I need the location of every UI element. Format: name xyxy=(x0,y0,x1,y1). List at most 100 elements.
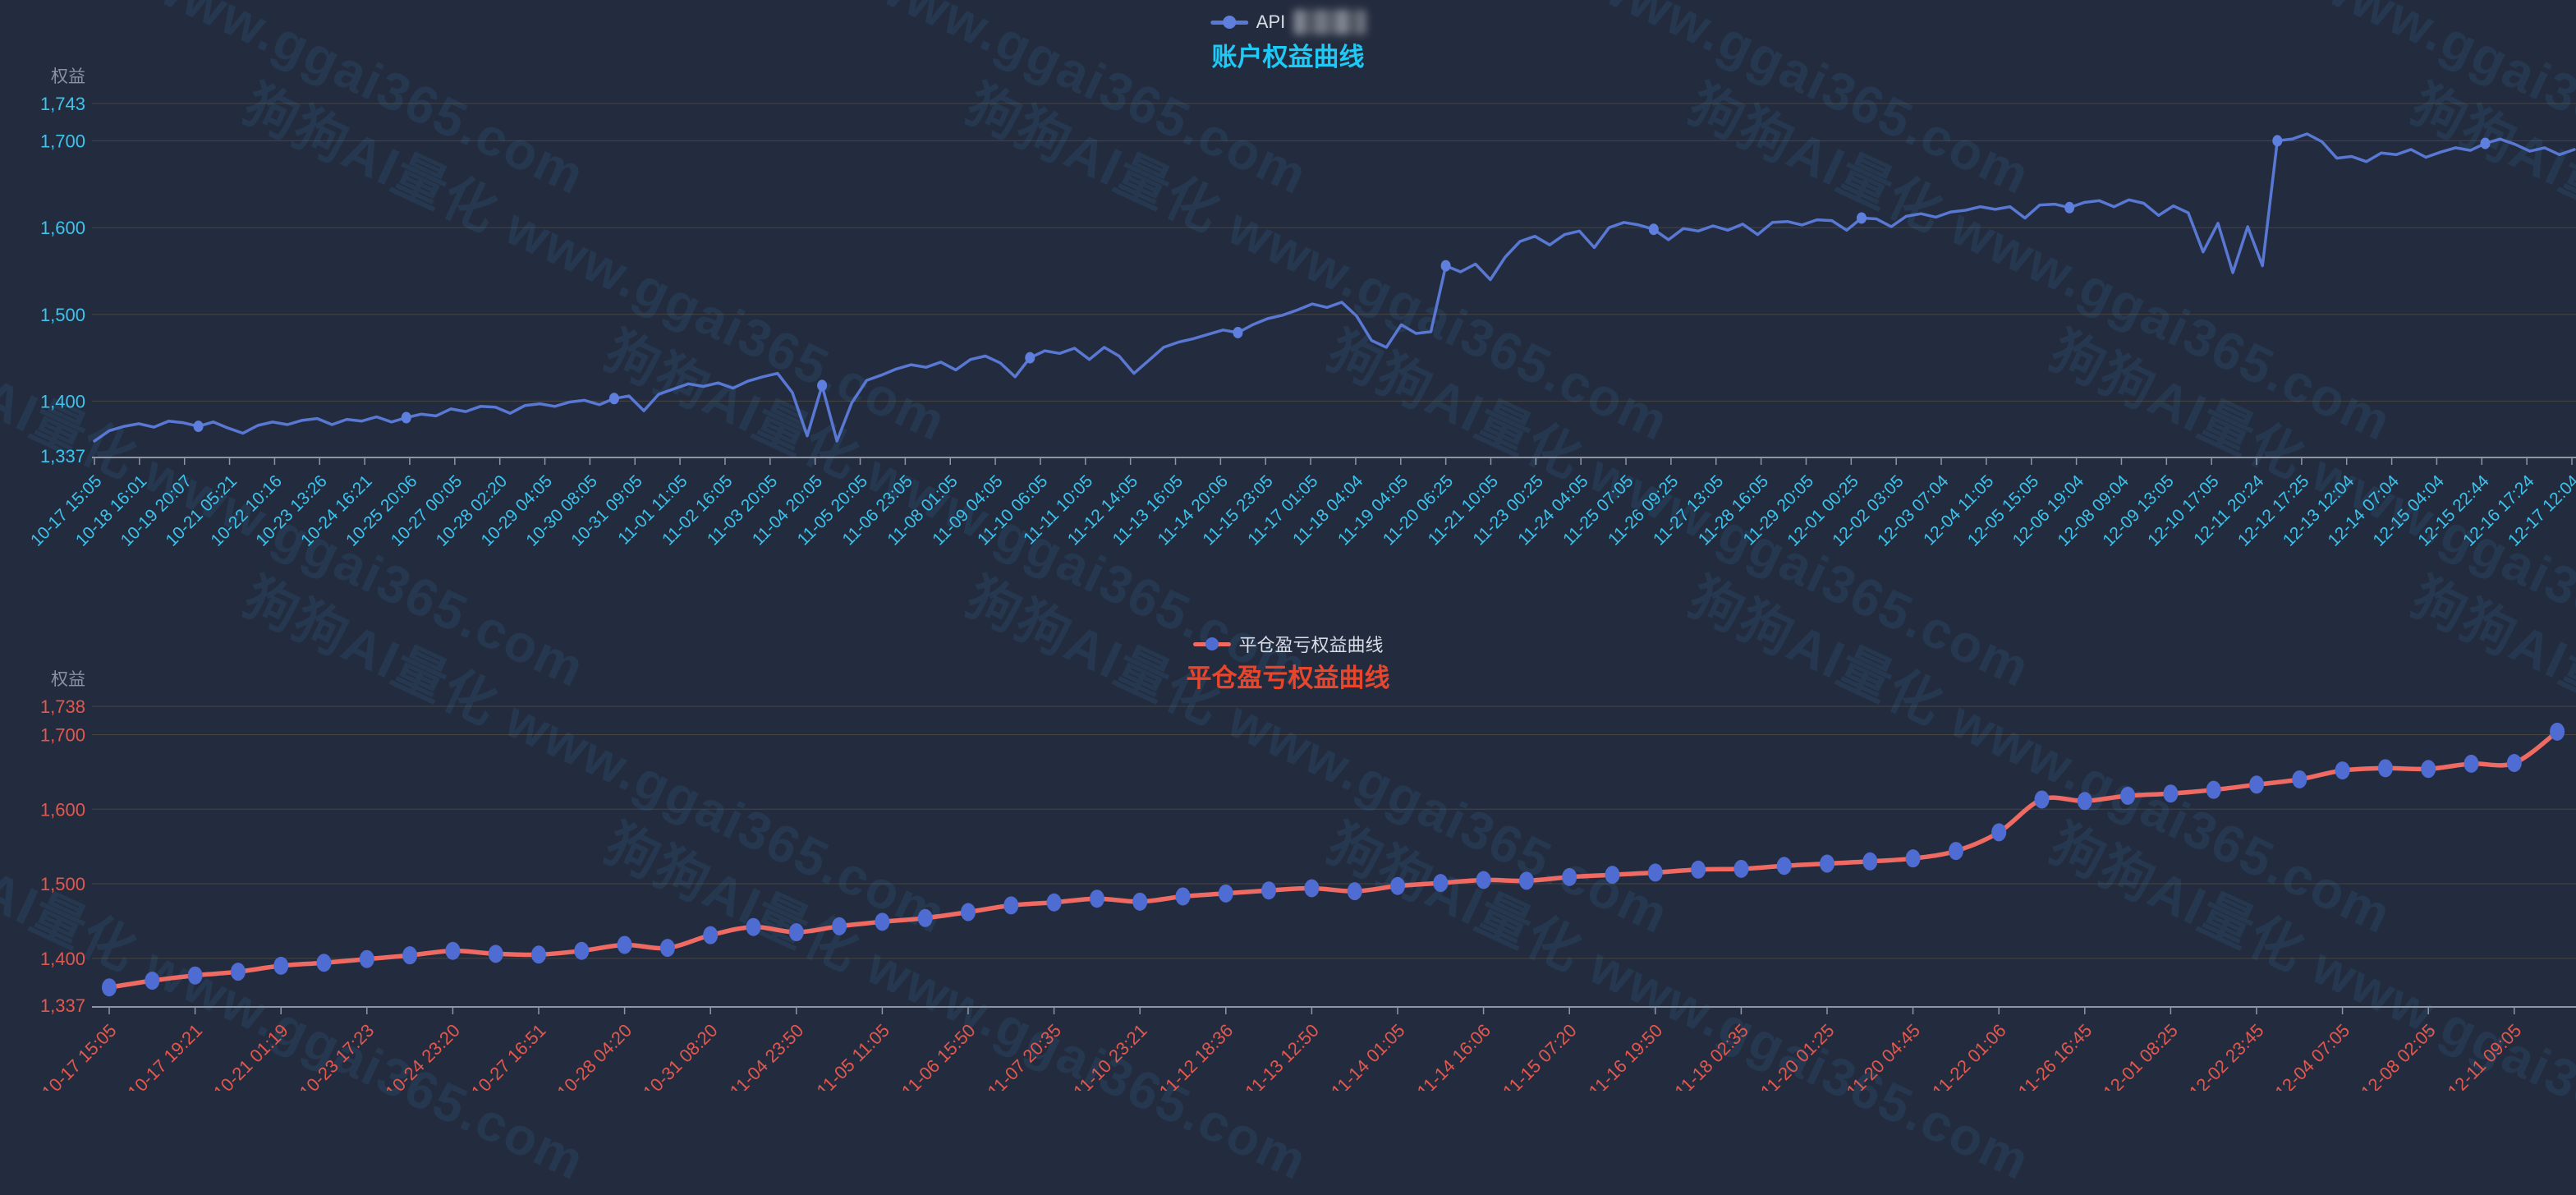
equity-charts-canvas[interactable]: 1,743 1,700 1,600 1,500 1,400 1,337 权益 10-17 15… xyxy=(0,0,2576,1091)
y-tick-label: 1,600 xyxy=(40,799,85,820)
data-point-marker[interactable] xyxy=(1518,871,1534,890)
x-tick-label: 11-14 01:05 xyxy=(1327,1020,1409,1091)
data-point-marker[interactable] xyxy=(2480,137,2491,149)
data-point-marker[interactable] xyxy=(488,945,503,963)
data-point-marker[interactable] xyxy=(102,978,117,997)
series-line xyxy=(93,132,2576,443)
data-point-marker[interactable] xyxy=(1856,212,1867,224)
closed-pnl-title: 平仓盈亏权益曲线 xyxy=(1186,664,1390,692)
data-point-marker[interactable] xyxy=(1003,896,1019,915)
x-tick-label: 11-18 02:35 xyxy=(1670,1020,1752,1091)
data-point-marker[interactable] xyxy=(2421,760,2436,779)
data-point-marker[interactable] xyxy=(608,393,619,405)
x-tick-label: 11-14 16:06 xyxy=(1413,1020,1495,1091)
data-point-marker[interactable] xyxy=(1605,866,1620,885)
x-tick-label: 11-04 23:50 xyxy=(726,1020,808,1091)
x-tick-label: 11-20 04:45 xyxy=(1843,1020,1925,1091)
data-point-marker[interactable] xyxy=(2120,786,2136,805)
legend-dot-icon xyxy=(1205,637,1219,650)
data-point-marker[interactable] xyxy=(1991,823,2007,842)
data-point-marker[interactable] xyxy=(445,941,461,960)
data-point-marker[interactable] xyxy=(875,912,890,931)
data-point-marker[interactable] xyxy=(574,941,590,960)
x-tick-label: 10-27 16:51 xyxy=(467,1020,550,1091)
data-point-marker[interactable] xyxy=(788,923,804,942)
data-point-marker[interactable] xyxy=(1089,889,1104,908)
data-point-marker[interactable] xyxy=(230,963,246,981)
data-point-marker[interactable] xyxy=(2064,201,2075,214)
data-point-marker[interactable] xyxy=(1647,863,1663,882)
data-point-marker[interactable] xyxy=(145,972,160,990)
data-point-marker[interactable] xyxy=(316,954,332,972)
data-point-marker[interactable] xyxy=(2506,753,2522,772)
x-tick-label: 11-13 12:50 xyxy=(1241,1020,1323,1091)
data-point-marker[interactable] xyxy=(1776,857,1792,876)
data-point-marker[interactable] xyxy=(2550,722,2565,741)
y-tick-label: 1,743 xyxy=(40,94,85,114)
x-tick-label: 10-17 19:21 xyxy=(123,1020,206,1091)
data-point-marker[interactable] xyxy=(401,411,411,424)
data-point-marker[interactable] xyxy=(193,421,204,433)
data-point-marker[interactable] xyxy=(187,966,203,985)
x-tick-label: 11-15 07:20 xyxy=(1499,1020,1581,1091)
data-point-marker[interactable] xyxy=(1691,860,1706,879)
data-point-marker[interactable] xyxy=(659,939,675,958)
account-equity-title: 账户权益曲线 xyxy=(1211,43,1365,71)
data-point-marker[interactable] xyxy=(1390,876,1405,895)
x-tick-label: 10-17 15:05 xyxy=(38,1020,121,1091)
data-point-marker[interactable] xyxy=(917,908,933,927)
legend-account-equity[interactable]: API xyxy=(1210,10,1366,34)
data-point-marker[interactable] xyxy=(2464,754,2479,773)
data-point-marker[interactable] xyxy=(1433,874,1449,893)
data-point-marker[interactable] xyxy=(1440,260,1451,272)
data-point-marker[interactable] xyxy=(2272,135,2283,147)
data-point-marker[interactable] xyxy=(1046,893,1062,912)
data-point-marker[interactable] xyxy=(1820,854,1834,873)
data-point-marker[interactable] xyxy=(1648,223,1659,236)
data-point-marker[interactable] xyxy=(1862,852,1878,871)
data-point-marker[interactable] xyxy=(703,926,719,945)
data-point-marker[interactable] xyxy=(531,945,546,964)
legend-line-icon xyxy=(1210,16,1248,29)
data-point-marker[interactable] xyxy=(1175,887,1191,906)
data-point-marker[interactable] xyxy=(746,917,761,936)
data-point-marker[interactable] xyxy=(1733,859,1749,878)
x-tick-label: 10-24 23:20 xyxy=(381,1020,464,1091)
data-point-marker[interactable] xyxy=(2034,790,2050,809)
data-point-marker[interactable] xyxy=(1261,881,1277,900)
data-point-marker[interactable] xyxy=(1218,884,1233,903)
data-point-marker[interactable] xyxy=(2292,770,2307,788)
data-point-marker[interactable] xyxy=(832,917,847,935)
data-point-marker[interactable] xyxy=(1233,326,1243,338)
y-tick-label: 1,337 xyxy=(40,446,85,467)
data-point-marker[interactable] xyxy=(2077,792,2092,811)
x-tick-label: 12-11 09:05 xyxy=(2444,1020,2526,1091)
data-point-marker[interactable] xyxy=(1132,892,1148,911)
data-point-marker[interactable] xyxy=(1948,842,1963,861)
data-point-marker[interactable] xyxy=(1304,879,1320,898)
data-point-marker[interactable] xyxy=(961,903,976,922)
data-point-marker[interactable] xyxy=(2377,759,2393,778)
x-tick-label: 11-16 19:50 xyxy=(1585,1020,1667,1091)
data-point-marker[interactable] xyxy=(1905,849,1921,868)
data-point-marker[interactable] xyxy=(2249,775,2264,794)
data-point-marker[interactable] xyxy=(817,379,828,392)
data-point-marker[interactable] xyxy=(2163,784,2179,803)
data-point-marker[interactable] xyxy=(1562,867,1577,886)
data-point-marker[interactable] xyxy=(1347,882,1362,901)
data-point-marker[interactable] xyxy=(617,935,632,954)
data-point-marker[interactable] xyxy=(359,949,374,968)
x-tick-label: 11-05 11:05 xyxy=(813,1020,893,1091)
x-tick-label: 12-04 07:05 xyxy=(2271,1020,2353,1091)
data-point-marker[interactable] xyxy=(2335,761,2350,780)
data-point-marker[interactable] xyxy=(402,946,418,965)
y-tick-label: 1,700 xyxy=(40,724,85,745)
data-point-marker[interactable] xyxy=(273,956,289,975)
legend-label: 平仓盈亏权益曲线 xyxy=(1238,635,1384,655)
legend-closed-pnl[interactable]: 平仓盈亏权益曲线 xyxy=(1192,631,1384,657)
x-tick-label: 11-22 01:06 xyxy=(1928,1020,2010,1091)
data-point-marker[interactable] xyxy=(1476,871,1491,889)
y-tick-label: 1,738 xyxy=(40,696,85,717)
data-point-marker[interactable] xyxy=(1025,352,1035,364)
data-point-marker[interactable] xyxy=(2206,780,2221,799)
